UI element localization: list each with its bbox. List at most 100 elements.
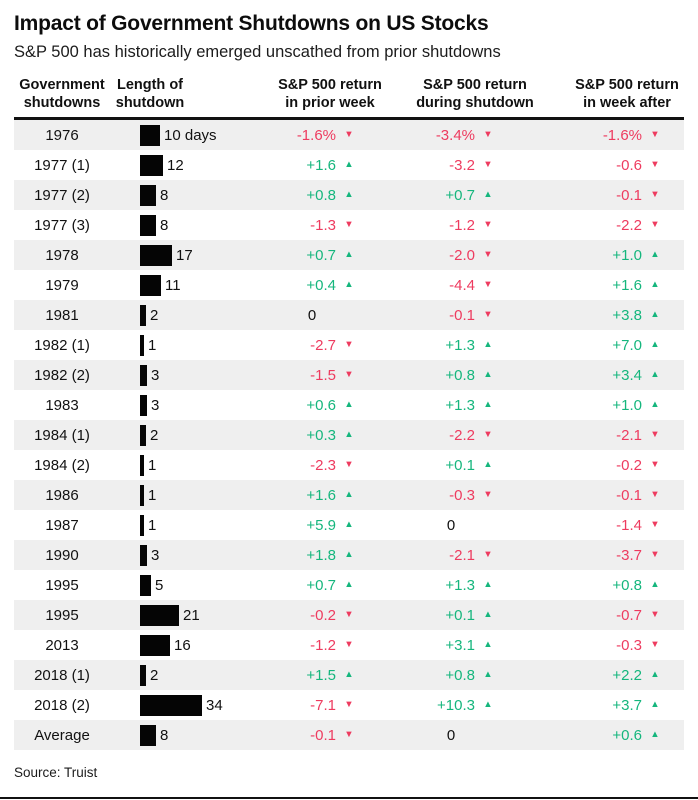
up-arrow-icon: ▲ [483, 369, 493, 381]
cell-week-after: -0.1 ▼ [550, 487, 684, 504]
cell-during-shutdown: -1.2 ▼ [400, 217, 550, 234]
return-value: -0.2 [310, 606, 336, 624]
return-value: -2.2 [449, 426, 475, 444]
down-arrow-icon: ▼ [650, 549, 660, 561]
table-row: 2018 (2) 34 -7.1 ▼ +10.3 ▲ +3.7 ▲ [14, 690, 684, 720]
cell-during-shutdown: -3.4% ▼ [400, 127, 550, 144]
length-bar [140, 454, 144, 476]
shutdown-year: 1986 [45, 486, 79, 504]
cell-shutdown-length: 3 [110, 364, 260, 386]
up-arrow-icon: ▲ [344, 279, 354, 291]
cell-shutdown-length: 11 [110, 274, 260, 296]
up-arrow-icon: ▲ [344, 399, 354, 411]
return-value: -2.1 [616, 426, 642, 444]
return-value: -4.4 [449, 276, 475, 294]
return-value: -0.1 [310, 726, 336, 744]
table-row: 1977 (3) 8 -1.3 ▼ -1.2 ▼ -2.2 ▼ [14, 210, 684, 240]
cell-during-shutdown: -2.1 ▼ [400, 547, 550, 564]
cell-week-after: -3.7 ▼ [550, 547, 684, 564]
cell-shutdown-length: 16 [110, 634, 260, 656]
cell-prior-week: -1.6% ▼ [260, 127, 400, 144]
down-arrow-icon: ▼ [650, 489, 660, 501]
return-value: -0.2 [616, 456, 642, 474]
table-row: 1984 (2) 1 -2.3 ▼ +0.1 ▲ -0.2 ▼ [14, 450, 684, 480]
table-row: 1983 3 +0.6 ▲ +1.3 ▲ +1.0 ▲ [14, 390, 684, 420]
table-row: 1995 5 +0.7 ▲ +1.3 ▲ +0.8 ▲ [14, 570, 684, 600]
table-row: 1979 11 +0.4 ▲ -4.4 ▼ +1.6 ▲ [14, 270, 684, 300]
cell-week-after: +7.0 ▲ [550, 337, 684, 354]
length-bar [140, 574, 151, 596]
cell-week-after: -1.6% ▼ [550, 127, 684, 144]
length-label: 5 [155, 576, 164, 594]
return-value: -3.7 [616, 546, 642, 564]
down-arrow-icon: ▼ [483, 129, 493, 141]
shutdown-year: 1977 (1) [34, 156, 90, 174]
table-row: 2013 16 -1.2 ▼ +3.1 ▲ -0.3 ▼ [14, 630, 684, 660]
shutdown-year: 2018 (2) [34, 696, 90, 714]
return-value: -1.6% [602, 126, 642, 144]
length-label: 1 [148, 516, 157, 534]
cell-prior-week: -0.2 ▼ [260, 607, 400, 624]
return-value: -3.2 [449, 156, 475, 174]
length-bar [140, 634, 170, 656]
up-arrow-icon: ▲ [483, 459, 493, 471]
return-value: -0.7 [616, 606, 642, 624]
cell-week-after: +1.6 ▲ [550, 277, 684, 294]
length-label: 1 [148, 456, 157, 474]
cell-prior-week: 0 [260, 307, 400, 324]
return-value: +1.6 [612, 276, 642, 294]
cell-shutdown-length: 3 [110, 544, 260, 566]
cell-during-shutdown: +0.8 ▲ [400, 367, 550, 384]
down-arrow-icon: ▼ [344, 339, 354, 351]
down-arrow-icon: ▼ [483, 309, 493, 321]
column-header-line: Government [19, 77, 105, 93]
up-arrow-icon: ▲ [483, 189, 493, 201]
return-value: +0.7 [445, 186, 475, 204]
cell-week-after: +3.4 ▲ [550, 367, 684, 384]
shutdown-year: 1977 (2) [34, 186, 90, 204]
return-value: -2.2 [616, 216, 642, 234]
down-arrow-icon: ▼ [344, 369, 354, 381]
cell-week-after: +0.6 ▲ [550, 727, 684, 744]
column-header-line: in prior week [285, 94, 375, 111]
cell-during-shutdown: +1.3 ▲ [400, 337, 550, 354]
cell-prior-week: +1.6 ▲ [260, 157, 400, 174]
length-label: 16 [174, 636, 191, 654]
down-arrow-icon: ▼ [650, 639, 660, 651]
length-label: 8 [160, 186, 169, 204]
shutdown-year: 1990 [45, 546, 79, 564]
shutdown-year: 1982 (1) [34, 336, 90, 354]
return-value: +1.3 [445, 396, 475, 414]
cell-shutdown-length: 12 [110, 154, 260, 176]
length-bar [140, 544, 147, 566]
down-arrow-icon: ▼ [483, 159, 493, 171]
return-value: +0.8 [612, 576, 642, 594]
length-bar [140, 694, 202, 716]
return-value: +5.9 [306, 516, 336, 534]
column-header-during-shutdown: S&P 500 return during shutdown [400, 77, 550, 112]
return-value: +0.8 [306, 186, 336, 204]
return-value: -2.1 [449, 546, 475, 564]
down-arrow-icon: ▼ [650, 429, 660, 441]
return-value: +0.8 [445, 366, 475, 384]
length-bar [140, 724, 156, 746]
cell-prior-week: +0.4 ▲ [260, 277, 400, 294]
length-label: 2 [150, 306, 159, 324]
length-label: 8 [160, 726, 169, 744]
cell-prior-week: -0.1 ▼ [260, 727, 400, 744]
down-arrow-icon: ▼ [344, 609, 354, 621]
return-value: +0.1 [445, 606, 475, 624]
cell-shutdown-length: 2 [110, 424, 260, 446]
shutdown-year: 1976 [45, 126, 79, 144]
length-bar [140, 124, 160, 146]
length-label: 1 [148, 486, 157, 504]
down-arrow-icon: ▼ [483, 549, 493, 561]
length-bar [140, 184, 156, 206]
return-value: +0.1 [445, 456, 475, 474]
cell-week-after: -0.1 ▼ [550, 187, 684, 204]
return-value: +1.3 [445, 576, 475, 594]
return-value: -2.3 [310, 456, 336, 474]
cell-during-shutdown: +10.3 ▲ [400, 697, 550, 714]
column-header-week-after: S&P 500 return in week after [550, 77, 684, 112]
cell-during-shutdown: -4.4 ▼ [400, 277, 550, 294]
